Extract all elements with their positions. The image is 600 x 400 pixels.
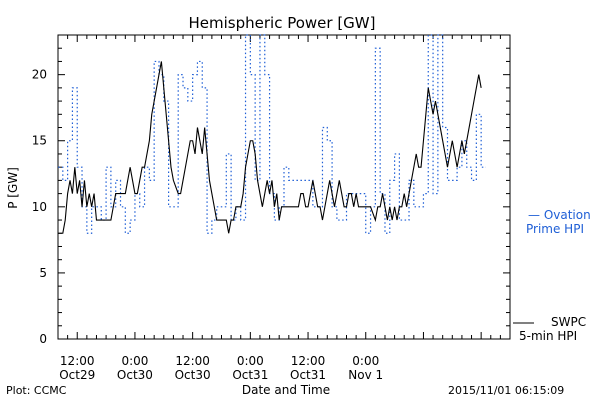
x-tick-label-date: Oct31 — [290, 368, 326, 382]
x-tick-label-time: 12:00 — [60, 354, 95, 368]
legend-swpc-line1: SWPC — [551, 315, 586, 329]
legend-ovation: — Ovation Prime HPI — [526, 208, 591, 236]
y-tick-label: 20 — [32, 68, 47, 82]
footer-timestamp: 2015/11/01 06:15:09 — [448, 384, 564, 397]
x-axis-label: Date and Time — [242, 383, 330, 397]
x-tick-label-date: Oct31 — [232, 368, 268, 382]
y-tick-label: 10 — [32, 200, 47, 214]
series-line-ovation — [58, 34, 486, 234]
y-tick-labels: 0 5 10 15 20 — [32, 68, 47, 346]
legend-swpc-line2: 5-min HPI — [519, 329, 577, 343]
x-tick-label-time: 0:00 — [237, 354, 264, 368]
x-tick-label-time: 0:00 — [352, 354, 379, 368]
plot-frame — [57, 34, 511, 340]
x-tick-label-time: 0:00 — [121, 354, 148, 368]
tick-marks — [57, 34, 511, 340]
x-tick-label-date: Oct30 — [175, 368, 211, 382]
footer-plot-credit: Plot: CCMC — [6, 384, 67, 397]
series-line-swpc — [58, 61, 482, 234]
y-axis-label: P [GW] — [6, 167, 20, 209]
x-tick-label-time: 12:00 — [291, 354, 326, 368]
y-tick-label: 0 — [39, 332, 47, 346]
series-layer — [58, 34, 486, 234]
y-tick-label: 5 — [39, 266, 47, 280]
legend-ovation-line1: — Ovation — [528, 208, 591, 222]
x-tick-label-date: Nov 1 — [348, 368, 383, 382]
x-tick-labels: 12:00Oct290:00Oct3012:00Oct300:00Oct3112… — [59, 354, 383, 382]
y-tick-label: 15 — [32, 134, 47, 148]
chart-title: Hemispheric Power [GW] — [189, 14, 376, 32]
x-tick-label-time: 12:00 — [175, 354, 210, 368]
legend-ovation-line2: Prime HPI — [526, 222, 584, 236]
legend-swpc: SWPC 5-min HPI — [513, 315, 586, 343]
x-tick-label-date: Oct30 — [117, 368, 153, 382]
x-tick-label-date: Oct29 — [59, 368, 95, 382]
